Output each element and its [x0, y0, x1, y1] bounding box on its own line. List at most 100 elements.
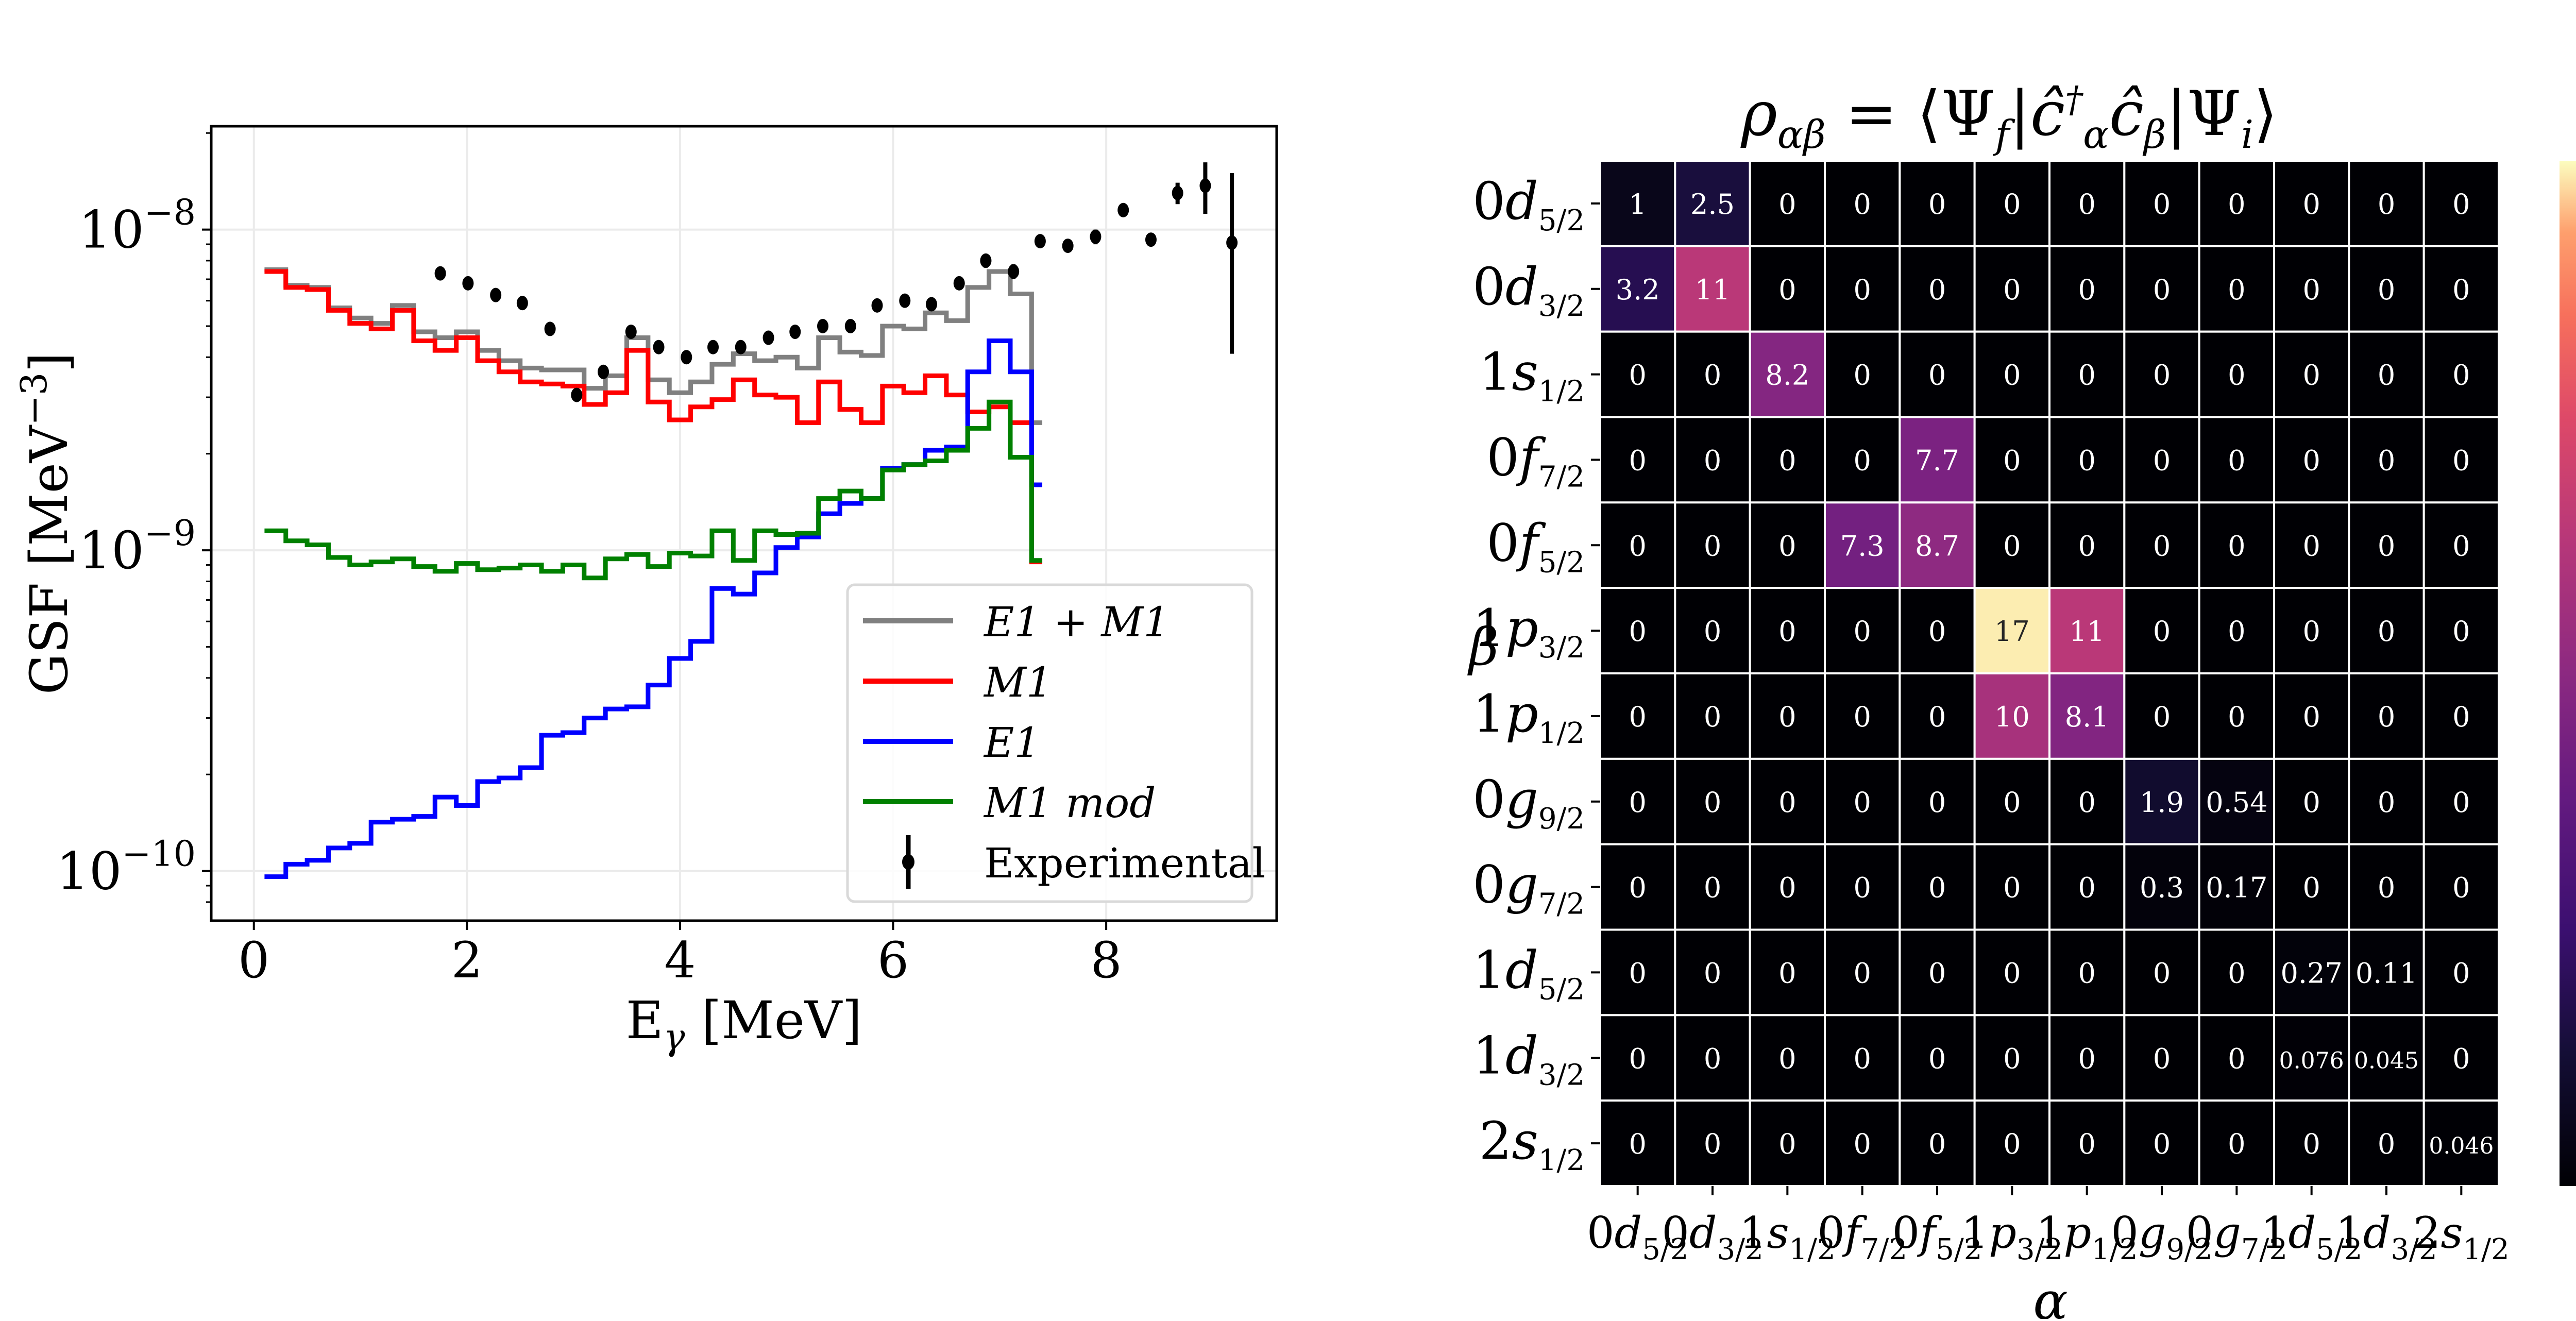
- heatmap-cell-fill: [1674, 1099, 1751, 1188]
- heatmap-y-tick-label: 0f5/2: [1486, 513, 1585, 579]
- heatmap-cell-value: 0.045: [2354, 1047, 2419, 1074]
- orbital-j: 1/2: [1538, 717, 1585, 750]
- heatmap-y-labels: 0d5/20d3/21s1/20f7/20f5/21p3/21p1/20g9/2…: [1472, 171, 1600, 1177]
- heatmap-cell-fill: [1749, 757, 1826, 845]
- heatmap-cell-value: 0: [2003, 274, 2021, 306]
- tick-base: 10: [56, 841, 122, 902]
- heatmap-cell-fill: [1749, 843, 1826, 931]
- heatmap-cell-value: 0: [1928, 1128, 1946, 1160]
- heatmap-cell: 0: [2348, 757, 2425, 845]
- data-marker: [681, 350, 692, 365]
- heatmap-cell-value: 0: [2378, 359, 2395, 392]
- heatmap-cell: 0: [2123, 245, 2200, 333]
- heatmap-x-tick-label: 0d5/2: [1587, 1208, 1688, 1266]
- heatmap-cell: 0: [1824, 160, 1901, 247]
- data-marker: [516, 296, 528, 311]
- heatmap-cell: 0: [2198, 672, 2275, 760]
- heatmap-cell: 0: [2048, 928, 2126, 1017]
- heatmap-cell: 0: [2422, 1014, 2500, 1102]
- heatmap-cell: 0: [2048, 330, 2126, 418]
- heatmap-y-tick-label: 2s1/2: [1479, 1111, 1585, 1177]
- orbital-j: 5/2: [1538, 973, 1585, 1006]
- heatmap-cell: 0: [2198, 330, 2275, 418]
- heatmap-cell-value: 0: [2302, 872, 2320, 904]
- experimental-point: [1145, 232, 1157, 247]
- heatmap-cell-value: 0: [2452, 957, 2470, 989]
- heatmap-cell-value: 0: [1853, 957, 1871, 989]
- data-marker: [653, 340, 665, 354]
- heatmap-cell-fill: [1899, 1014, 1976, 1102]
- tick-exponent: −9: [144, 513, 196, 554]
- heatmap-cell-fill: [1973, 501, 2051, 589]
- heatmap-cell-value: 0: [1778, 786, 1796, 819]
- orbital-j: 1/2: [1538, 1144, 1585, 1177]
- heatmap-cell-value: 1.9: [2140, 786, 2184, 819]
- y-label-exp: −3: [13, 372, 55, 426]
- experimental-point: [653, 340, 665, 354]
- heatmap-cell-value: 0: [2452, 274, 2470, 306]
- heatmap-cell: 0: [2123, 1014, 2200, 1102]
- experimental-point: [625, 325, 637, 340]
- heatmap-cell-value: 0: [2003, 786, 2021, 819]
- heatmap-cell: 8.7: [1899, 501, 1976, 589]
- data-marker: [789, 325, 801, 340]
- heatmap-cell: 11: [1674, 245, 1751, 333]
- data-marker: [817, 318, 829, 333]
- heatmap-cell: 0: [2198, 160, 2275, 247]
- heatmap-y-tick-label: 0d3/2: [1472, 257, 1585, 323]
- orbital-l: s: [1512, 342, 1538, 402]
- heatmap-cell-value: 0: [2302, 786, 2320, 819]
- orbital-n: 0: [1817, 1208, 1844, 1258]
- heatmap-cell-fill: [2422, 928, 2500, 1017]
- heatmap-cell: 7.3: [1824, 501, 1901, 589]
- orbital-j: 1/2: [2463, 1233, 2510, 1266]
- heatmap-cell-value: 0: [2228, 1042, 2245, 1075]
- data-marker: [844, 318, 856, 333]
- title-close: ⟩: [2253, 78, 2278, 150]
- heatmap-y-tick-label: 0d5/2: [1472, 171, 1585, 238]
- heatmap-cell: 0.3: [2123, 843, 2200, 931]
- heatmap-cell: 0: [1899, 672, 1976, 760]
- heatmap-cell: 0: [1973, 160, 2051, 247]
- orbital-n: 1: [1472, 1025, 1505, 1086]
- heatmap-cell-fill: [1824, 160, 1901, 247]
- heatmap-cell-value: 1: [1629, 188, 1646, 221]
- orbital-n: 2: [1479, 1111, 1512, 1171]
- orbital-l: s: [1512, 1111, 1538, 1171]
- heatmap-cell-value: 0: [1704, 872, 1721, 904]
- tick-exponent: −10: [122, 834, 196, 875]
- orbital-l: d: [1614, 1208, 1642, 1258]
- heatmap-cell-value: 0: [2153, 957, 2171, 989]
- heatmap-cell-value: 0: [2302, 1128, 2320, 1160]
- heatmap-cell-value: 0: [2078, 1042, 2095, 1075]
- gsf-series-e1-plus-m1: [264, 267, 1043, 425]
- heatmap-cell-fill: [2123, 672, 2200, 760]
- orbital-j: 5/2: [2316, 1233, 2362, 1266]
- heatmap-cell-value: 0: [2228, 359, 2245, 392]
- heatmap-cell-value: 0: [2378, 701, 2395, 733]
- legend-box: [846, 583, 1253, 903]
- heatmap-cell-fill: [1599, 245, 1676, 333]
- heatmap-cell-fill: [2048, 928, 2126, 1017]
- heatmap-title: ραβ = ⟨Ψf|ĉ†αĉβ|Ψi⟩: [1740, 78, 2278, 157]
- heatmap-cell-fill: [2422, 1099, 2500, 1188]
- heatmap-x-tick-label: 1d3/2: [2335, 1208, 2437, 1266]
- heatmap-cell: 0: [2422, 330, 2500, 418]
- data-marker: [625, 325, 637, 340]
- heatmap-cell-value: 0: [1778, 188, 1796, 221]
- heatmap-cell-value: 0: [2078, 359, 2095, 392]
- experimental-point: [735, 340, 747, 354]
- heatmap-cell-value: 0: [1629, 1042, 1646, 1075]
- heatmap-cell-fill: [1824, 587, 1901, 674]
- experimental-point: [1117, 202, 1129, 217]
- heatmap-cell: 2.5: [1674, 160, 1751, 247]
- heatmap-cell-fill: [1599, 1099, 1676, 1188]
- heatmap-cell-value: 0: [2153, 701, 2171, 733]
- orbital-l: d: [1505, 1025, 1538, 1086]
- heatmap-cell: 0: [1899, 757, 1976, 845]
- heatmap-cell: 0.27: [2273, 928, 2350, 1017]
- heatmap-cell: 0: [2422, 245, 2500, 333]
- heatmap-cell-fill: [1749, 501, 1826, 589]
- experimental-point: [953, 276, 965, 291]
- experimental-point: [980, 253, 992, 268]
